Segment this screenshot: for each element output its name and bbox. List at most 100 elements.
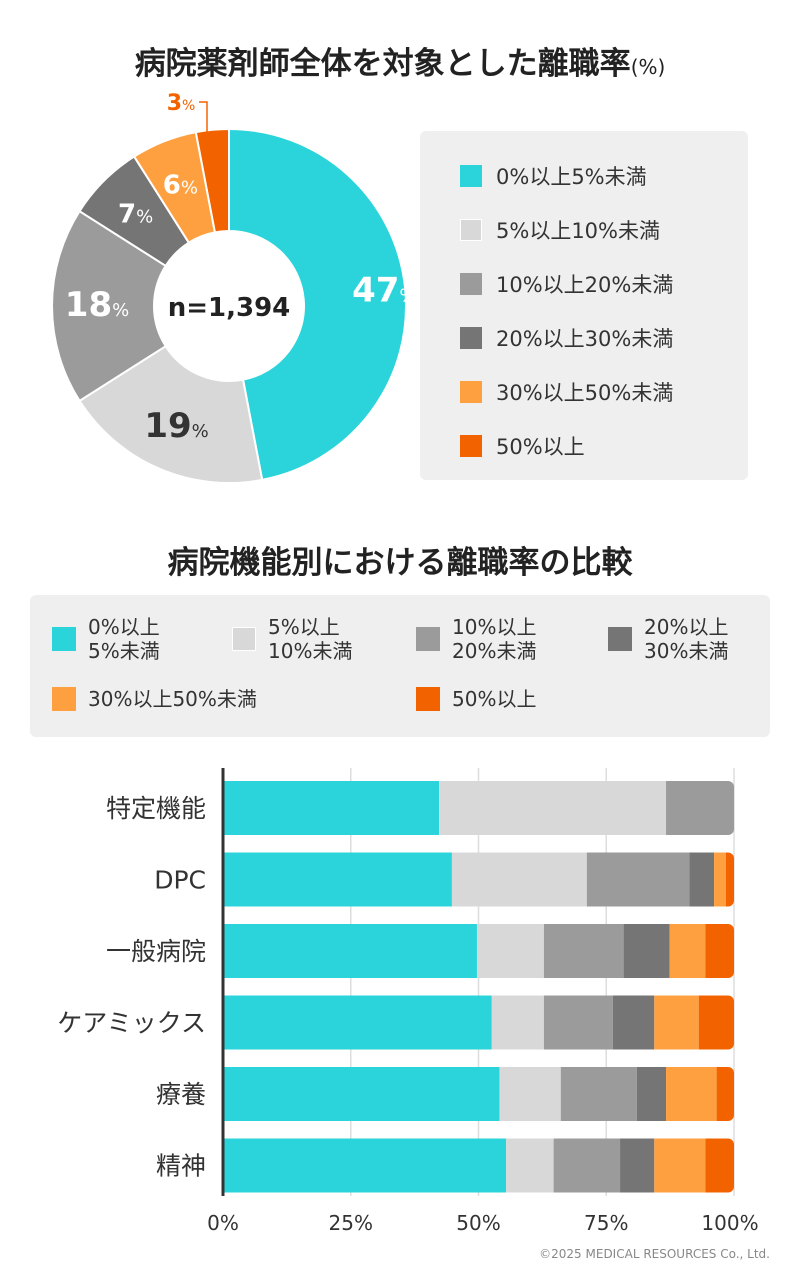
legend-swatch xyxy=(232,627,256,651)
legend-item: 10%以上20%未満 xyxy=(460,269,673,299)
legend-swatch xyxy=(460,165,482,187)
legend-swatch xyxy=(460,327,482,349)
legend-label: 30%以上50%未満 xyxy=(496,381,674,405)
legend-swatch xyxy=(460,381,482,403)
bar-segment xyxy=(223,995,492,1050)
legend-item: 20%以上30%未満 xyxy=(460,323,673,353)
bar-segment xyxy=(451,852,587,907)
category-label: 特定機能 xyxy=(106,794,206,823)
bar-segment xyxy=(620,1138,655,1193)
legend-label: 10%以上20%未満 xyxy=(496,273,674,297)
bar-segment xyxy=(612,995,655,1050)
legend-label: 30%以上50%未満 xyxy=(88,687,257,711)
bar-segment xyxy=(725,852,734,907)
legend-item: 50%以上 xyxy=(416,687,536,711)
bar-segment xyxy=(553,1138,621,1193)
bar-segment xyxy=(654,1138,706,1193)
pie-title: 病院薬剤師全体を対象とした離職率(%) xyxy=(0,38,800,83)
bar-row xyxy=(223,781,734,835)
bar-segment xyxy=(636,1067,667,1121)
bar-segment xyxy=(714,852,726,907)
bar-segment xyxy=(666,1067,717,1121)
legend-item: 0%以上5%未満 xyxy=(460,161,647,191)
pie-value-label: 47% xyxy=(352,270,416,310)
bar-row xyxy=(223,1067,734,1121)
pie-value-label: 3% xyxy=(167,91,196,116)
bar-segment xyxy=(654,995,699,1050)
bar-legend: 0%以上 5%未満 5%以上 10%未満 10%以上 20%未満 20%以上 30%未満 30%… xyxy=(30,595,770,737)
category-label: 精神 xyxy=(156,1152,206,1181)
bar-title: 病院機能別における離職率の比較 xyxy=(167,545,633,581)
category-label: DPC xyxy=(154,866,206,895)
bar-segment xyxy=(560,1067,637,1121)
legend-swatch xyxy=(460,435,482,457)
donut-chart: 47%19%18%7%6%3%n=1,394 xyxy=(51,91,417,484)
legend-swatch xyxy=(608,627,632,651)
category-label: ケアミックス xyxy=(57,1009,206,1038)
pie-title-text: 病院薬剤師全体を対象とした離職率 xyxy=(134,46,631,82)
legend-item: 30%以上50%未満 xyxy=(460,377,673,407)
bar-row xyxy=(223,995,734,1050)
bar-segment xyxy=(705,924,734,978)
bar-segment xyxy=(476,924,544,978)
legend-swatch xyxy=(416,687,440,711)
pie-legend: 0%以上5%未満 5%以上10%未満 10%以上20%未満 20%以上30%未満 30%… xyxy=(420,131,748,480)
bar-segment xyxy=(698,995,734,1050)
bar-segment xyxy=(716,1067,734,1121)
x-tick-label: 50% xyxy=(456,1211,500,1235)
legend-swatch xyxy=(52,687,76,711)
bar-segment xyxy=(689,852,715,907)
copyright: ©2025 MEDICAL RESOURCES Co., Ltd. xyxy=(539,1247,770,1261)
x-tick-label: 25% xyxy=(329,1211,373,1235)
legend-label: 5%以上10%未満 xyxy=(496,219,660,243)
bar-segment xyxy=(586,852,690,907)
bar-segment xyxy=(705,1138,734,1193)
pie-slice xyxy=(228,127,407,482)
pie-center-label: n=1,394 xyxy=(168,293,291,323)
bar-segment xyxy=(223,781,440,835)
pie-value-label: 19% xyxy=(144,406,208,446)
pie-title-unit: (%) xyxy=(630,55,666,79)
bar-segment xyxy=(223,1067,500,1121)
x-tick-label: 100% xyxy=(701,1211,758,1235)
legend-label: 50%以上 xyxy=(496,435,585,459)
category-label: 療養 xyxy=(156,1080,206,1109)
bar-row xyxy=(223,1138,734,1193)
legend-swatch xyxy=(416,627,440,651)
bar-segment xyxy=(223,1138,507,1193)
category-label: 一般病院 xyxy=(106,937,206,966)
legend-item: 50%以上 xyxy=(460,431,585,461)
bar-row xyxy=(223,852,734,907)
x-tick-label: 75% xyxy=(584,1211,628,1235)
bar-segment xyxy=(223,852,452,907)
legend-item: 5%以上10%未満 xyxy=(460,215,660,245)
bar-segment xyxy=(669,924,706,978)
legend-swatch xyxy=(460,273,482,295)
legend-label: 20%以上30%未満 xyxy=(496,327,674,351)
legend-label: 50%以上 xyxy=(452,687,537,711)
pie-slice xyxy=(78,344,264,484)
bar-segment xyxy=(439,781,667,835)
pie-slice xyxy=(51,209,168,403)
bar-segment xyxy=(623,924,670,978)
x-tick-label: 0% xyxy=(207,1211,239,1235)
bar-segment xyxy=(543,924,624,978)
bar-segment xyxy=(223,924,477,978)
legend-swatch xyxy=(460,219,482,241)
legend-swatch xyxy=(52,627,76,651)
bar-segment xyxy=(491,995,544,1050)
legend-item: 30%以上50%未満 xyxy=(52,687,257,711)
bar-segment xyxy=(666,781,734,835)
bar-segment xyxy=(499,1067,561,1121)
bar-segment xyxy=(543,995,613,1050)
legend-label: 0%以上5%未満 xyxy=(496,165,647,189)
bar-row xyxy=(223,924,734,978)
